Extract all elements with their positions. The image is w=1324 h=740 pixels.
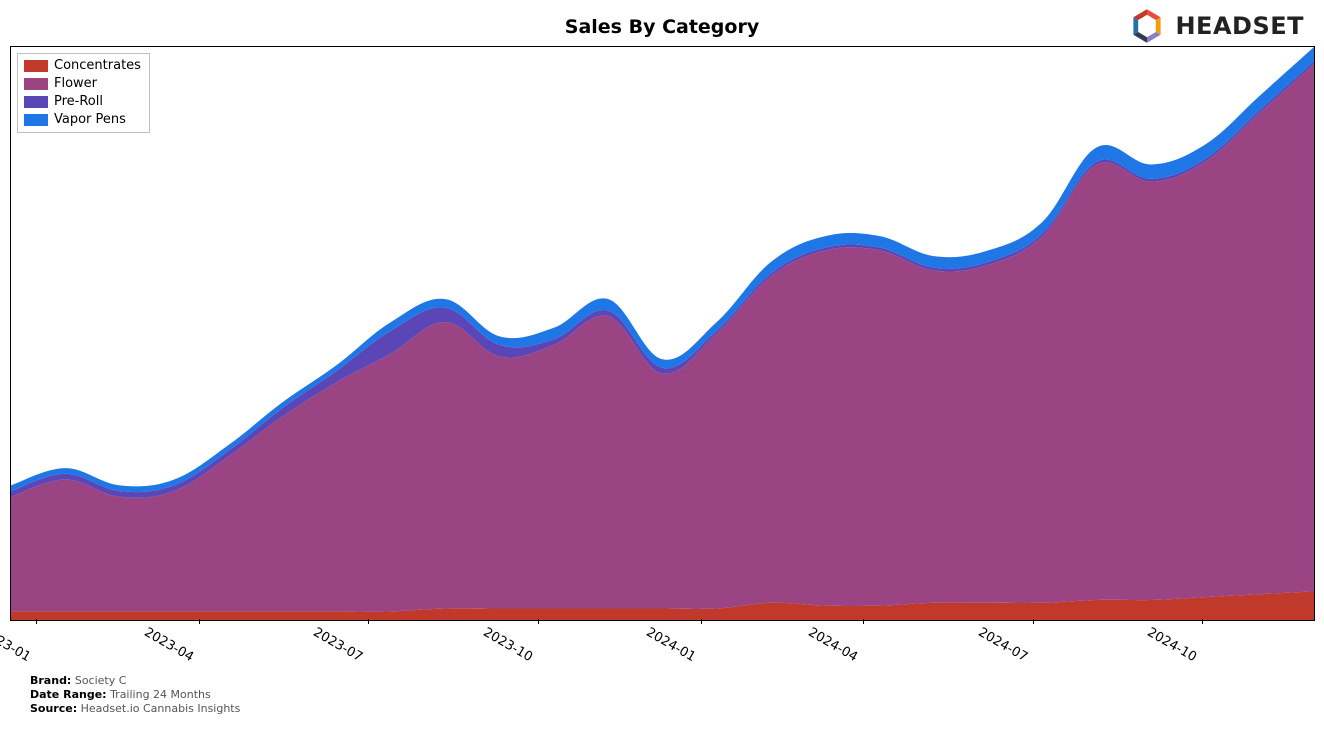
legend-item: Vapor Pens [24, 111, 141, 129]
legend-label: Vapor Pens [54, 111, 126, 129]
legend: ConcentratesFlowerPre-RollVapor Pens [17, 53, 150, 133]
legend-swatch [24, 60, 48, 72]
x-tick-label: 2024-07 [975, 625, 1030, 665]
meta-daterange-value: Trailing 24 Months [110, 688, 211, 701]
legend-swatch [24, 96, 48, 108]
legend-label: Flower [54, 75, 97, 93]
legend-item: Flower [24, 75, 141, 93]
legend-swatch [24, 114, 48, 126]
chart-title: Sales By Category [0, 16, 1324, 38]
meta-daterange: Date Range: Trailing 24 Months [30, 688, 211, 701]
headset-logo-icon [1127, 6, 1167, 46]
plot-area: ConcentratesFlowerPre-RollVapor Pens [10, 46, 1315, 621]
area-chart-svg [11, 47, 1314, 620]
chart-container: Sales By Category HEADSET ConcentratesFl… [0, 0, 1324, 740]
x-tick-label: 2023-01 [0, 625, 33, 665]
meta-source: Source: Headset.io Cannabis Insights [30, 702, 240, 715]
x-tick-label: 2024-04 [806, 625, 861, 665]
x-tick-label: 2024-01 [643, 625, 698, 665]
legend-item: Pre-Roll [24, 93, 141, 111]
meta-brand: Brand: Society C [30, 674, 126, 687]
legend-label: Concentrates [54, 57, 141, 75]
legend-item: Concentrates [24, 57, 141, 75]
x-tick-label: 2023-04 [141, 625, 196, 665]
x-tick-label: 2024-10 [1145, 625, 1200, 665]
legend-label: Pre-Roll [54, 93, 103, 111]
x-tick-label: 2023-07 [311, 625, 366, 665]
headset-logo-text: HEADSET [1175, 12, 1304, 40]
legend-swatch [24, 78, 48, 90]
x-tick-label: 2023-10 [480, 625, 535, 665]
meta-daterange-label: Date Range: [30, 688, 107, 701]
meta-brand-value: Society C [75, 674, 127, 687]
meta-brand-label: Brand: [30, 674, 71, 687]
meta-source-value: Headset.io Cannabis Insights [81, 702, 241, 715]
headset-logo: HEADSET [1127, 6, 1304, 46]
meta-source-label: Source: [30, 702, 77, 715]
